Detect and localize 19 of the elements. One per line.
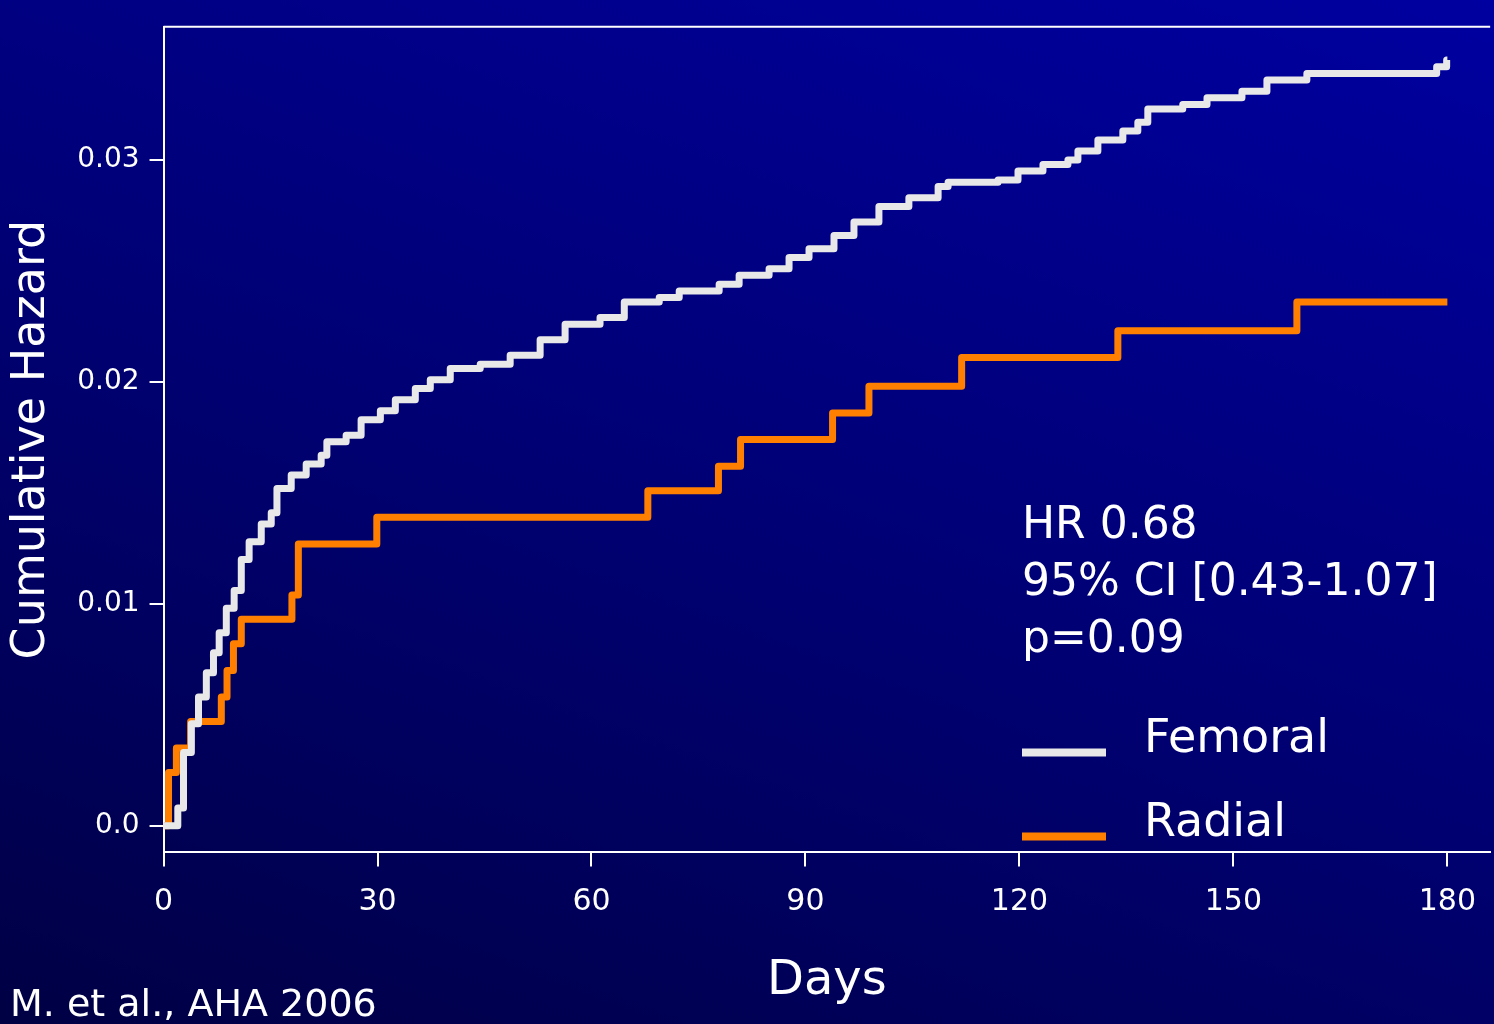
x-tick-label: 60: [572, 882, 611, 918]
y-tick-label: 0.02: [77, 363, 140, 397]
y-tick-label: 0.0: [95, 807, 140, 841]
x-tick-label: 120: [990, 882, 1049, 918]
x-tick-label: 0: [154, 882, 174, 918]
x-axis-title: Days: [766, 948, 887, 1005]
x-tick-label: 150: [1204, 882, 1263, 918]
legend-label: Radial: [1144, 793, 1287, 848]
x-tick-label: 30: [358, 882, 397, 918]
y-tick-label: 0.03: [77, 141, 140, 175]
x-tick-label: 90: [786, 882, 825, 918]
annotation: HR 0.68: [1022, 496, 1198, 548]
y-tick-label: 0.01: [77, 585, 140, 619]
annotation: 95% CI [0.43-1.07]: [1022, 553, 1438, 605]
legend-label: Femoral: [1144, 709, 1330, 764]
y-axis-title: Cumulative Hazard: [0, 219, 55, 660]
text: M. et al., AHA 2006: [10, 981, 377, 1024]
x-tick-label: 180: [1418, 882, 1476, 918]
annotation: p=0.09: [1022, 610, 1185, 662]
